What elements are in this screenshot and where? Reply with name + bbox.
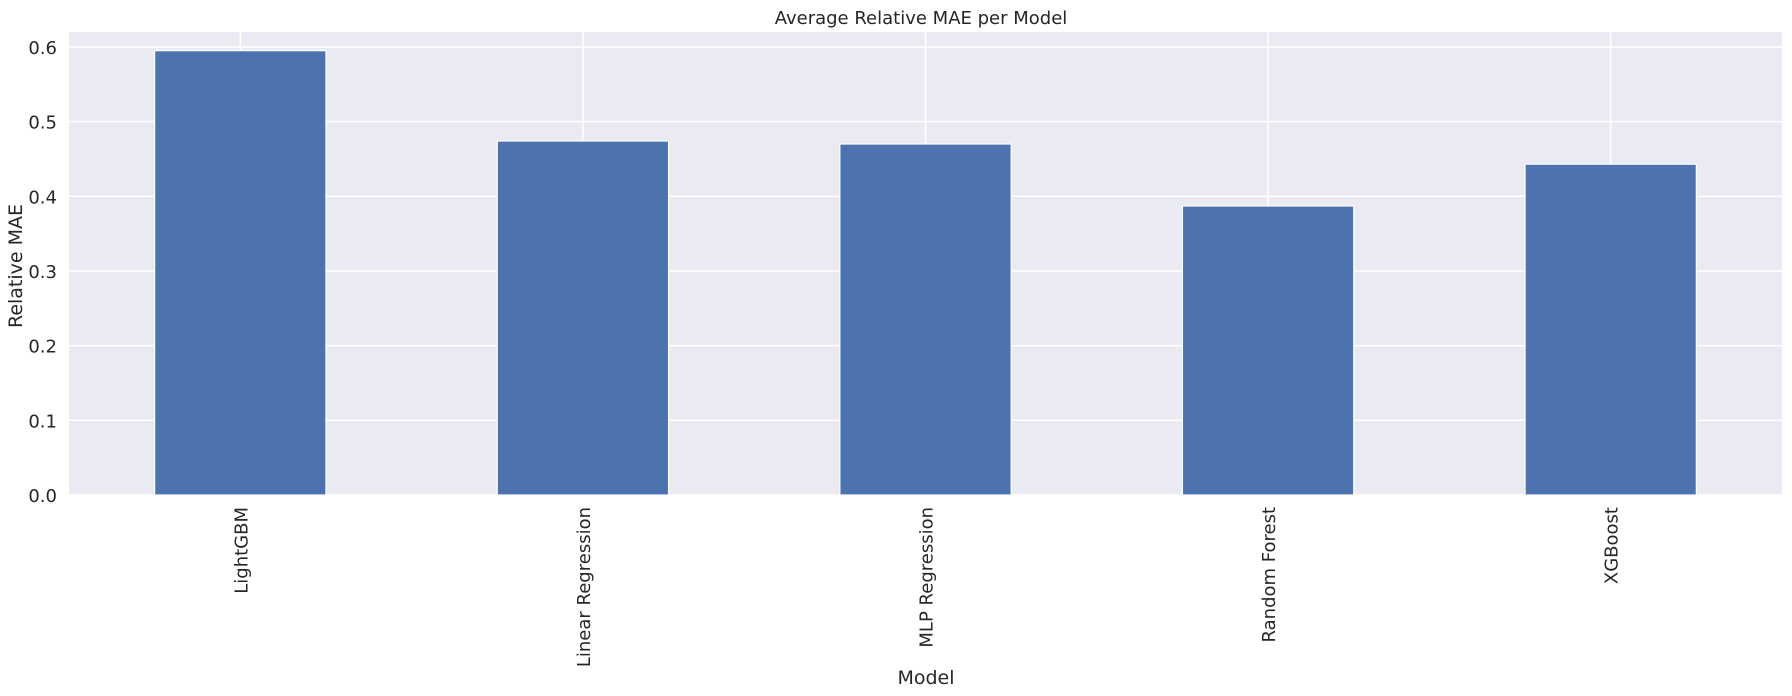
- bar-xgboost: [1524, 163, 1697, 496]
- bar-lightgbm: [154, 50, 327, 496]
- bar-mlp-regression: [839, 143, 1012, 496]
- bar-random-forest: [1181, 205, 1355, 496]
- y-tick-label: 0.2: [28, 337, 57, 358]
- y-tick-label: 0.5: [28, 113, 57, 134]
- y-tick-label: 0.0: [28, 486, 57, 507]
- x-tick-label: LightGBM: [231, 507, 252, 594]
- y-axis-label: Relative MAE: [5, 204, 27, 328]
- x-tick-label: Random Forest: [1259, 507, 1280, 642]
- y-tick-label: 0.3: [28, 262, 57, 283]
- x-axis-label: Model: [897, 667, 954, 689]
- y-tick-label: 0.6: [28, 38, 57, 59]
- x-tick-label: Linear Regression: [574, 507, 595, 667]
- y-tick-labels: 0.0 0.1 0.2 0.3 0.4 0.5 0.6: [28, 38, 57, 507]
- bars: [154, 50, 1697, 496]
- x-tick-labels: LightGBM Linear Regression MLP Regression R…: [231, 507, 1622, 667]
- x-tick-label: XGBoost: [1602, 507, 1623, 584]
- bar-linear-regression: [496, 140, 670, 496]
- y-tick-label: 0.1: [28, 411, 57, 432]
- y-tick-label: 0.4: [28, 187, 57, 208]
- x-tick-label: MLP Regression: [917, 507, 938, 648]
- chart-title: Average Relative MAE per Model: [775, 8, 1068, 29]
